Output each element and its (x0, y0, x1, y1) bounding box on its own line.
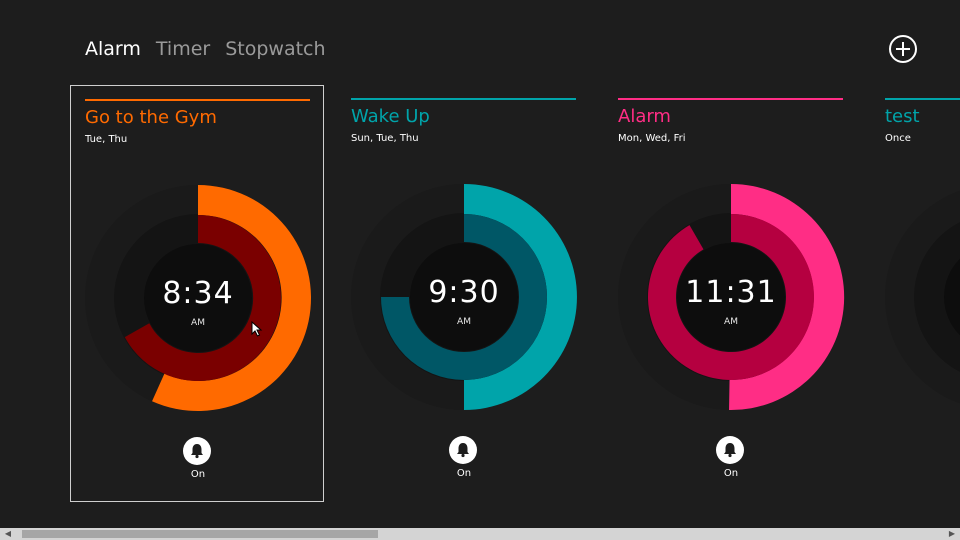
time-dial[interactable] (83, 183, 313, 413)
alarm-ampm: AM (191, 318, 205, 328)
tab-stopwatch[interactable]: Stopwatch (225, 38, 326, 60)
horizontal-scrollbar[interactable]: ◀ ▶ (0, 528, 960, 540)
bell-icon[interactable] (183, 437, 211, 465)
alarm-time: 9:30 (428, 275, 500, 310)
alarm-card-wake-up[interactable]: Wake Up Sun, Tue, Thu 9:30 AM On (337, 85, 591, 502)
accent-line (351, 98, 576, 100)
bell-icon[interactable] (716, 436, 744, 464)
alarm-title: test (885, 106, 920, 127)
tab-bar: Alarm Timer Stopwatch (85, 38, 326, 60)
accent-line (885, 98, 960, 100)
add-alarm-button[interactable] (889, 35, 917, 63)
alarm-time: 8:34 (162, 276, 234, 311)
alarm-card-alarm[interactable]: Alarm Mon, Wed, Fri 11:31 AM On (604, 85, 858, 502)
scroll-left-icon[interactable]: ◀ (4, 529, 12, 538)
mouse-cursor-icon (251, 321, 263, 337)
alarm-card-test[interactable]: test Once (871, 85, 960, 502)
alarm-ampm: AM (457, 317, 471, 327)
time-dial[interactable] (883, 182, 960, 412)
alarm-state: On (190, 469, 206, 480)
scroll-right-icon[interactable]: ▶ (948, 529, 956, 538)
alarm-state: On (456, 468, 472, 479)
accent-line (85, 99, 310, 101)
alarm-time: 11:31 (685, 275, 777, 310)
alarm-days: Sun, Tue, Thu (351, 133, 419, 144)
alarm-title: Alarm (618, 106, 671, 127)
alarm-ampm: AM (724, 317, 738, 327)
alarm-title: Wake Up (351, 106, 430, 127)
alarm-days: Tue, Thu (85, 134, 128, 145)
alarm-days: Once (885, 133, 911, 144)
accent-line (618, 98, 843, 100)
alarm-title: Go to the Gym (85, 107, 217, 128)
time-dial[interactable] (616, 182, 846, 412)
scroll-thumb[interactable] (22, 530, 378, 538)
alarm-days: Mon, Wed, Fri (618, 133, 686, 144)
alarm-card-go-to-the-gym[interactable]: Go to the Gym Tue, Thu 8:34 AM On (70, 85, 324, 502)
bell-icon[interactable] (449, 436, 477, 464)
alarm-state: On (723, 468, 739, 479)
tab-alarm[interactable]: Alarm (85, 38, 141, 60)
time-dial[interactable] (349, 182, 579, 412)
tab-timer[interactable]: Timer (155, 38, 211, 60)
